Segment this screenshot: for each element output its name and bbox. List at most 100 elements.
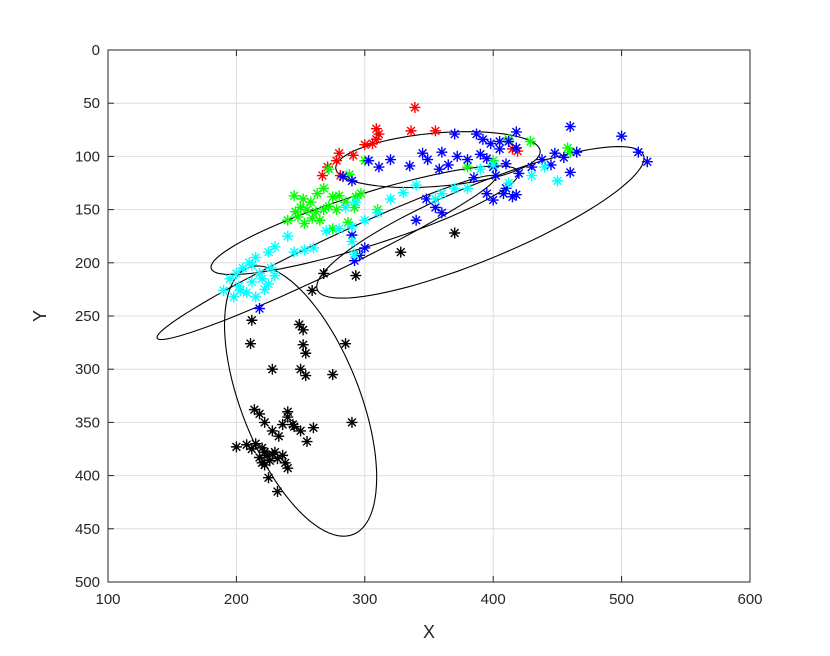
data-point: [564, 166, 576, 178]
data-point: [246, 276, 258, 288]
data-point: [564, 146, 576, 158]
y-tick-label: 0: [92, 42, 100, 59]
data-point: [340, 201, 352, 213]
axis-ticks: [107, 49, 751, 583]
data-point: [346, 221, 358, 233]
data-point: [372, 207, 384, 219]
cluster-ellipse: [223, 265, 378, 537]
data-point: [282, 230, 294, 242]
data-point: [320, 225, 332, 237]
data-point: [297, 324, 309, 336]
data-point: [526, 161, 538, 173]
data-point: [323, 200, 335, 212]
data-point: [246, 443, 258, 455]
data-point: [481, 188, 493, 200]
data-point: [500, 158, 512, 170]
data-point: [297, 193, 309, 205]
data-point: [246, 259, 258, 271]
data-point: [264, 455, 276, 467]
data-point: [436, 207, 448, 219]
data-point: [474, 163, 486, 175]
data-point: [323, 163, 335, 175]
data-point: [327, 223, 339, 235]
x-tick-label: 100: [95, 591, 120, 608]
data-point: [562, 142, 574, 154]
data-point: [256, 442, 268, 454]
y-tick-label: 100: [75, 148, 100, 165]
data-point: [259, 283, 271, 295]
data-point: [384, 193, 396, 205]
data-point: [462, 161, 474, 173]
data-points: [218, 101, 653, 498]
data-point: [506, 143, 518, 155]
data-point: [259, 416, 271, 428]
y-tick-label: 250: [75, 308, 100, 325]
data-point: [307, 242, 319, 254]
data-point: [468, 172, 480, 184]
data-point: [503, 177, 515, 189]
data-point: [616, 130, 628, 142]
data-point: [632, 146, 644, 158]
data-point: [337, 171, 349, 183]
y-tick-labels: 0 50 100 150 200 250 300 350 400 450 500: [75, 42, 100, 591]
data-point: [288, 190, 300, 202]
data-point: [481, 153, 493, 165]
data-point: [241, 287, 253, 299]
data-point: [487, 159, 499, 171]
data-point: [292, 211, 304, 223]
data-point: [343, 168, 355, 180]
data-point: [510, 189, 522, 201]
x-tick-label: 200: [224, 591, 249, 608]
data-point: [410, 179, 422, 191]
data-point: [261, 449, 273, 461]
y-tick-label: 300: [75, 361, 100, 378]
data-point: [288, 421, 300, 433]
data-point: [271, 486, 283, 498]
data-point: [370, 133, 382, 145]
data-point: [347, 149, 359, 161]
cluster-ellipse: [156, 174, 497, 341]
data-point: [277, 449, 289, 461]
data-point: [363, 155, 375, 167]
x-tick-labels: 100 200 300 400 500 600: [95, 591, 762, 608]
data-point: [346, 175, 358, 187]
data-point: [295, 201, 307, 213]
data-point: [349, 201, 361, 213]
data-point: [449, 128, 461, 140]
data-point: [346, 229, 358, 241]
data-point: [333, 223, 345, 235]
data-point: [297, 339, 309, 351]
y-tick-label: 350: [75, 414, 100, 431]
data-point: [310, 206, 322, 218]
data-point: [429, 201, 441, 213]
y-tick-label: 50: [83, 95, 100, 112]
data-point: [539, 161, 551, 173]
data-point: [503, 136, 515, 148]
data-point: [333, 190, 345, 202]
grid-lines: [108, 50, 750, 582]
data-point: [487, 194, 499, 206]
data-point: [259, 459, 271, 471]
data-point: [256, 273, 268, 285]
series-points: [254, 121, 653, 315]
data-point: [263, 278, 274, 290]
data-point: [282, 411, 294, 423]
data-point: [545, 159, 557, 171]
data-point: [250, 291, 262, 303]
data-point: [349, 255, 361, 267]
data-point: [233, 280, 245, 292]
data-point: [409, 101, 421, 113]
data-point: [224, 273, 236, 285]
data-point: [298, 244, 310, 256]
data-point: [254, 408, 266, 420]
series-points: [218, 159, 563, 303]
data-point: [277, 419, 289, 431]
data-point: [331, 204, 343, 216]
data-point: [354, 249, 366, 261]
x-axis-label: X: [423, 622, 435, 642]
data-point: [307, 422, 319, 434]
data-point: [311, 188, 323, 200]
x-tick-label: 600: [737, 591, 762, 608]
data-point: [327, 191, 339, 203]
y-tick-label: 400: [75, 468, 100, 485]
